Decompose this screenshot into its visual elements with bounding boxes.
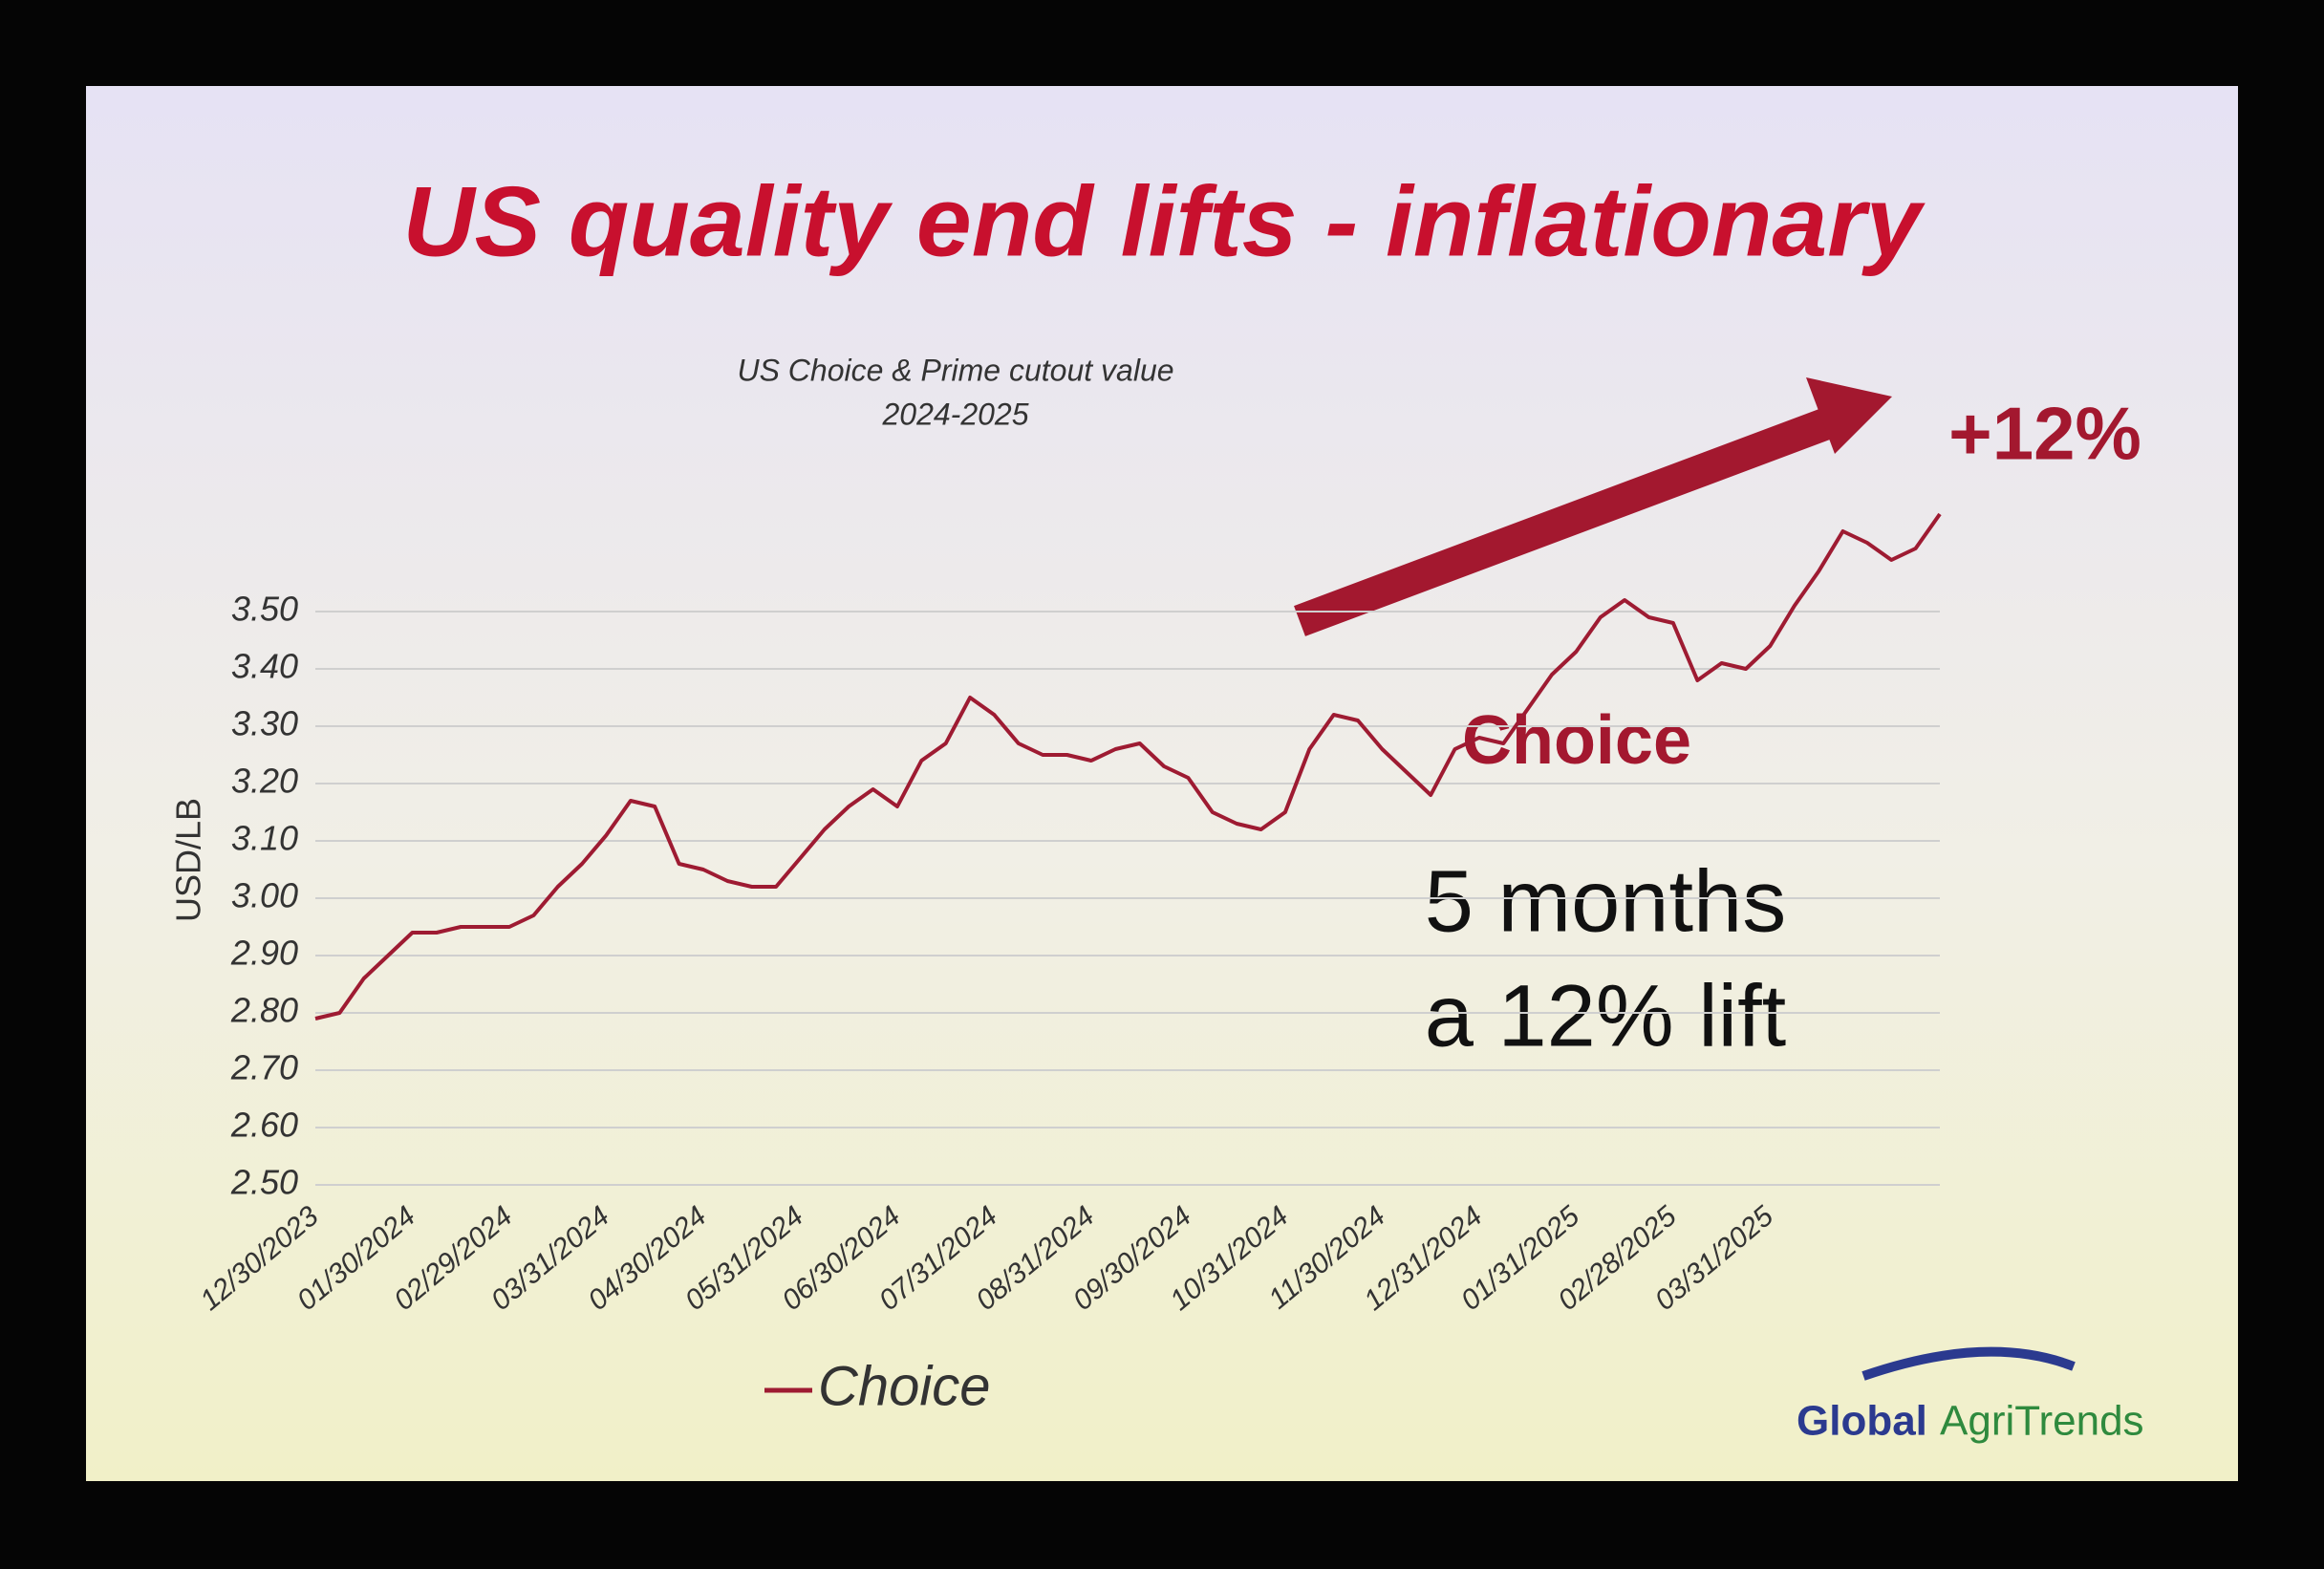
chart-subtitle: 2024-2025 bbox=[881, 397, 1028, 431]
logo: Global AgriTrends bbox=[1797, 1346, 2144, 1445]
chart-subtitle: US Choice & Prime cutout value bbox=[737, 353, 1173, 387]
y-tick-label: 3.50 bbox=[231, 590, 298, 629]
y-tick-label: 2.80 bbox=[230, 991, 298, 1030]
y-tick-label: 2.90 bbox=[230, 934, 298, 973]
annotation: +12% bbox=[1948, 392, 2141, 476]
annotation: Choice bbox=[1462, 702, 1691, 779]
y-tick-label: 3.30 bbox=[231, 704, 298, 743]
y-axis-label: USD/LB bbox=[169, 798, 208, 922]
logo-text: Global bbox=[1797, 1398, 1927, 1445]
arrow bbox=[1294, 377, 1892, 636]
y-tick-label: 3.40 bbox=[231, 647, 298, 686]
legend-label: Choice bbox=[818, 1355, 991, 1417]
arrow-shaft bbox=[1294, 405, 1840, 636]
annotation: a 12% lift bbox=[1425, 967, 1786, 1064]
y-tick-label: 2.70 bbox=[230, 1048, 298, 1087]
data-line bbox=[314, 512, 1942, 1021]
arrow-head bbox=[1806, 377, 1892, 454]
y-tick-label: 3.20 bbox=[231, 762, 298, 801]
logo-arc bbox=[1861, 1346, 2076, 1381]
logo-text: AgriTrends bbox=[1940, 1398, 2144, 1445]
y-tick-label: 3.10 bbox=[231, 819, 298, 858]
y-tick-label: 3.00 bbox=[231, 876, 298, 915]
y-tick-label: 2.50 bbox=[230, 1163, 298, 1202]
y-tick-label: 2.60 bbox=[230, 1106, 298, 1145]
annotation: 5 months bbox=[1425, 852, 1786, 950]
chart-title: US quality end lifts - inflationary bbox=[402, 166, 1926, 277]
